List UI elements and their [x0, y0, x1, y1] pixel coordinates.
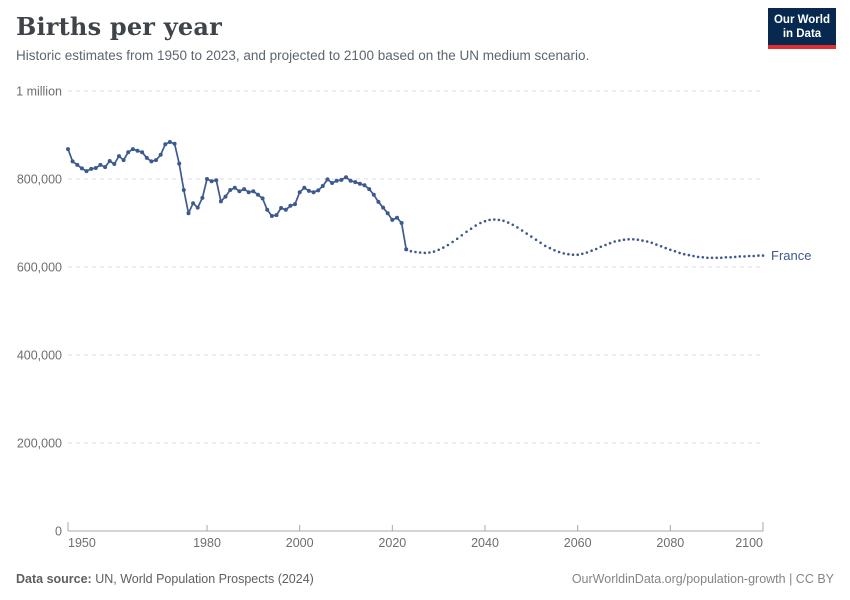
owid-logo-line1: Our World [773, 14, 830, 26]
x-axis-tick-label: 2040 [471, 536, 499, 550]
y-axis-tick-label: 1 million [16, 85, 62, 99]
y-axis-tick-label: 400,000 [17, 349, 62, 363]
projection-dots [409, 218, 765, 260]
y-axis-tick-label: 200,000 [17, 437, 62, 451]
series-end-label[interactable]: France [771, 248, 811, 263]
x-axis-tick-label: 2000 [286, 536, 314, 550]
data-source-value: UN, World Population Prospects (2024) [91, 572, 314, 586]
x-axis: 1950 1980 2000 2020 2040 2060 2080 2100 [67, 522, 764, 550]
owid-logo[interactable]: Our World in Data [768, 8, 836, 49]
data-source-label: Data source: [16, 572, 92, 586]
historic-line [66, 140, 409, 252]
owid-logo-line2: in Data [782, 28, 822, 40]
gridlines: 0 200,000 400,000 600,000 800,000 1 million [16, 85, 763, 539]
x-axis-tick-label: 2100 [735, 536, 763, 550]
chart-subtitle: Historic estimates from 1950 to 2023, an… [16, 48, 590, 63]
x-axis-tick-label: 2080 [656, 536, 684, 550]
y-axis-tick-label: 800,000 [17, 173, 62, 187]
header: Births per year Historic estimates from … [16, 12, 750, 63]
x-axis-tick-label: 2060 [564, 536, 592, 550]
page-title: Births per year [16, 12, 222, 41]
x-axis-tick-label: 1950 [68, 536, 96, 550]
y-axis-tick-label: 600,000 [17, 261, 62, 275]
y-axis-tick-label: 0 [55, 525, 62, 539]
x-axis-tick-label: 1980 [193, 536, 221, 550]
x-axis-tick-label: 2020 [378, 536, 406, 550]
data-source: Data source: UN, World Population Prospe… [16, 572, 314, 586]
footer-credit-link[interactable]: OurWorldinData.org/population-growth | C… [571, 572, 834, 586]
